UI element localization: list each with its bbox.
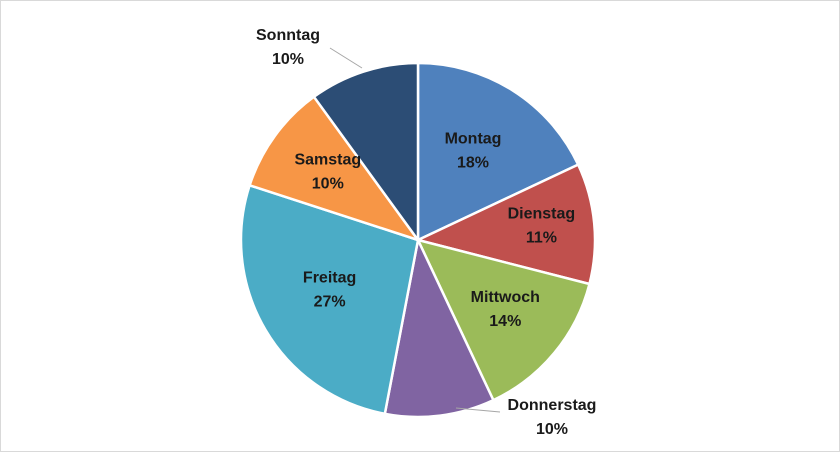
slice-percent-mittwoch: 14%: [489, 313, 521, 330]
slice-percent-donnerstag: 10%: [536, 421, 568, 438]
slice-label-dienstag: Dienstag: [508, 205, 576, 222]
slice-percent-montag: 18%: [457, 154, 489, 171]
slice-mittwoch: [416, 238, 591, 402]
slice-label-sonntag: Sonntag: [256, 27, 320, 44]
slice-percent-dienstag: 11%: [526, 229, 557, 246]
slice-label-samstag: Samstag: [294, 152, 361, 169]
slice-percent-sonntag: 10%: [272, 51, 304, 68]
slice-label-freitag: Freitag: [303, 269, 356, 286]
slice-percent-freitag: 27%: [314, 293, 346, 310]
slice-percent-samstag: 10%: [312, 176, 344, 193]
slice-labels: Montag 18% Dienstag 11% Mittwoch 14% Donnersta…: [256, 27, 596, 438]
pie-slices: [239, 61, 597, 419]
slice-freitag: [239, 184, 420, 416]
leader-lines: [329, 47, 501, 413]
slice-dienstag: [416, 163, 597, 286]
slice-sonntag: [312, 61, 420, 242]
slice-donnerstag: [383, 238, 495, 419]
slice-montag: [416, 61, 580, 242]
slice-label-montag: Montag: [445, 130, 502, 147]
leader-line-donnerstag: [455, 407, 501, 413]
slice-label-mittwoch: Mittwoch: [471, 289, 540, 306]
slice-samstag: [248, 95, 420, 242]
leader-line-sonntag: [329, 47, 363, 69]
slice-label-donnerstag: Donnerstag: [508, 397, 597, 414]
